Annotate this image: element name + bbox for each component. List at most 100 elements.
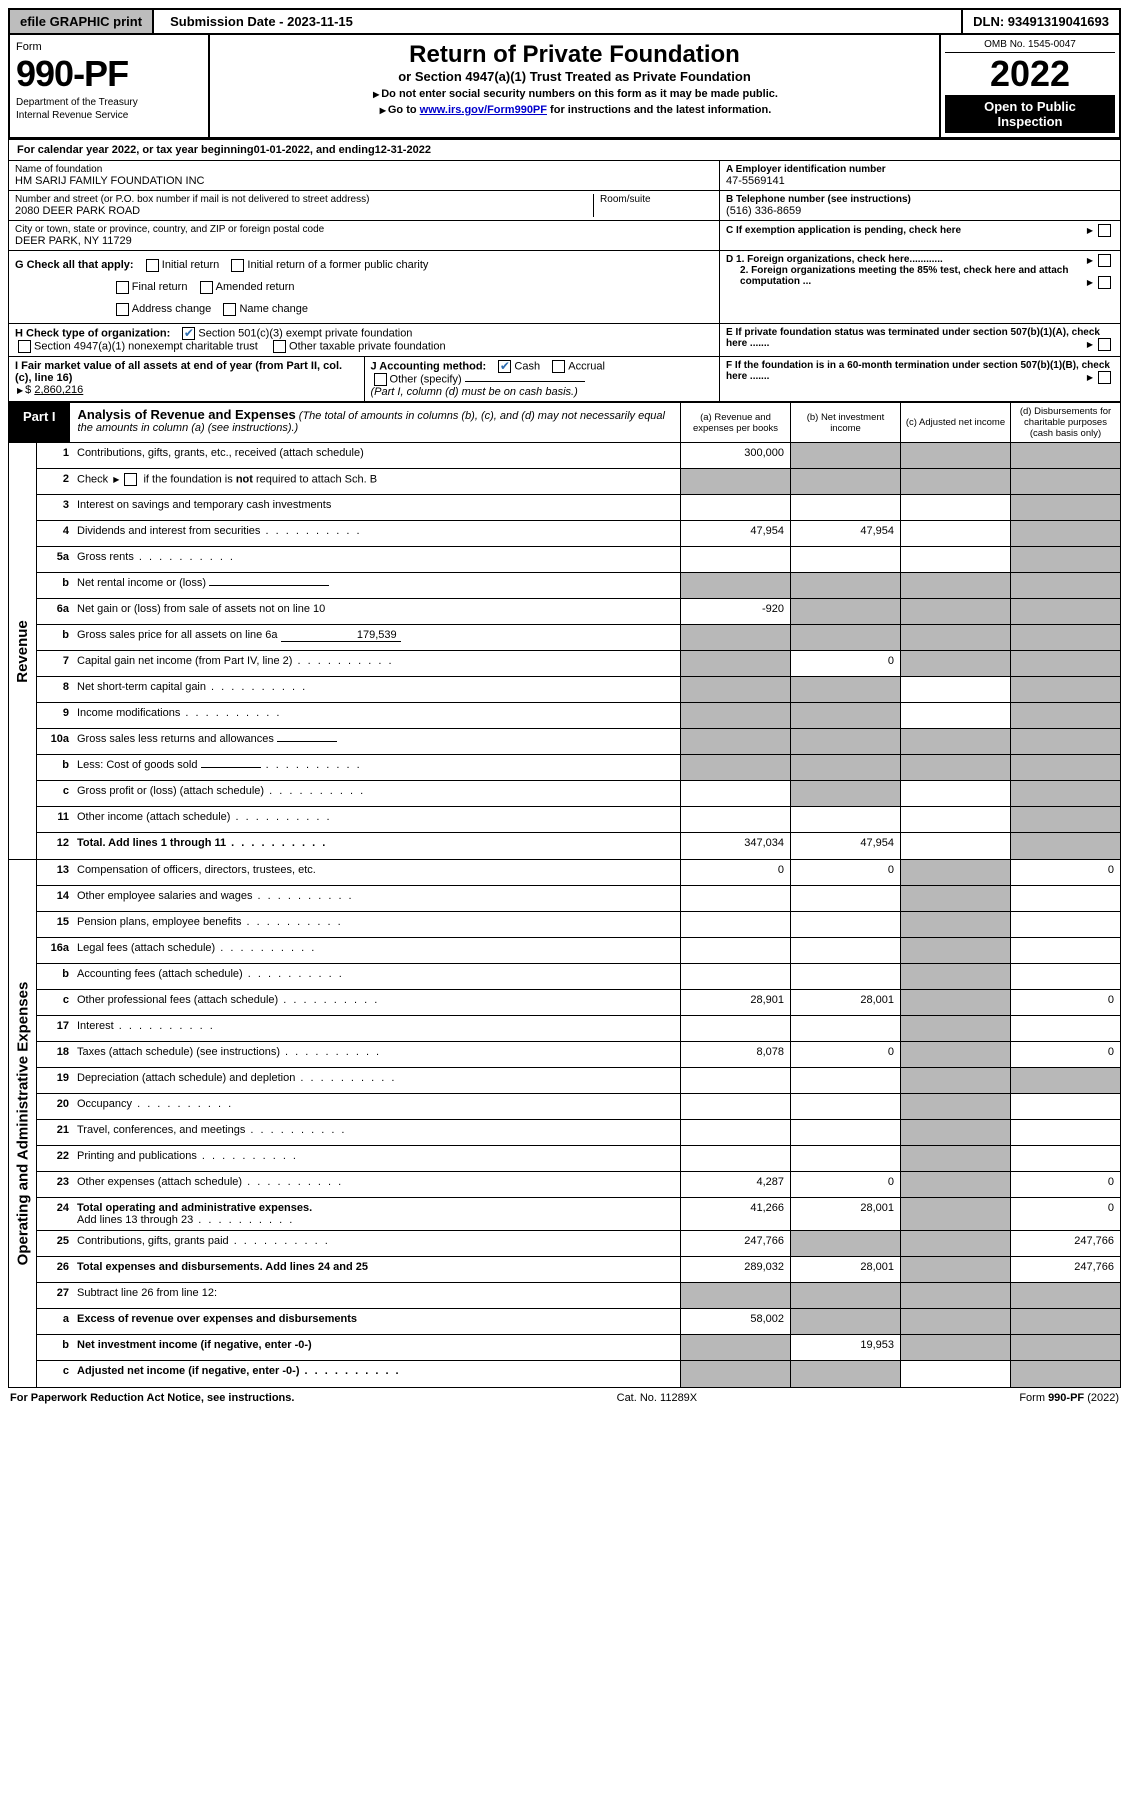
g-label: G Check all that apply: <box>15 259 134 271</box>
line-4: 4Dividends and interest from securities4… <box>37 521 1120 547</box>
part-1-tab: Part I <box>9 403 70 442</box>
g-d-block: G Check all that apply: Initial return I… <box>8 251 1121 324</box>
col-d-header: (d) Disbursements for charitable purpose… <box>1010 403 1120 442</box>
phone-value: (516) 336-8659 <box>726 205 1114 217</box>
irs-link[interactable]: www.irs.gov/Form990PF <box>420 104 547 116</box>
d1-checkbox[interactable] <box>1098 254 1111 267</box>
g-address-change-checkbox[interactable] <box>116 303 129 316</box>
line-16b: bAccounting fees (attach schedule) <box>37 964 1120 990</box>
e-checkbox[interactable] <box>1098 338 1111 351</box>
g-name-change-checkbox[interactable] <box>223 303 236 316</box>
j-other-checkbox[interactable] <box>374 373 387 386</box>
line-5a: 5aGross rents <box>37 547 1120 573</box>
submission-date: Submission Date - 2023-11-15 <box>160 10 955 33</box>
city-label: City or town, state or province, country… <box>15 224 713 235</box>
line-16a: 16aLegal fees (attach schedule) <box>37 938 1120 964</box>
expenses-side-label: Operating and Administrative Expenses <box>9 860 37 1387</box>
h-other-taxable-checkbox[interactable] <box>273 340 286 353</box>
g-initial-return-checkbox[interactable] <box>146 259 159 272</box>
ein-label: A Employer identification number <box>726 164 1114 175</box>
j-cash-checkbox[interactable] <box>498 360 511 373</box>
arrow-icon <box>1085 255 1095 266</box>
d2-checkbox[interactable] <box>1098 276 1111 289</box>
i-label: I Fair market value of all assets at end… <box>15 360 342 384</box>
addr-label: Number and street (or P.O. box number if… <box>15 194 593 205</box>
line-27: 27Subtract line 26 from line 12: <box>37 1283 1120 1309</box>
line-24: 24Total operating and administrative exp… <box>37 1198 1120 1231</box>
name-label: Name of foundation <box>15 164 713 175</box>
form-header: Form 990-PF Department of the Treasury I… <box>8 35 1121 140</box>
line-14: 14Other employee salaries and wages <box>37 886 1120 912</box>
line-27c: cAdjusted net income (if negative, enter… <box>37 1361 1120 1387</box>
omb-number: OMB No. 1545-0047 <box>945 39 1115 53</box>
arrow-icon <box>1085 339 1095 350</box>
tax-year: 2022 <box>945 53 1115 95</box>
line-15: 15Pension plans, employee benefits <box>37 912 1120 938</box>
form-word: Form <box>16 41 202 53</box>
note-1: Do not enter social security numbers on … <box>222 88 927 100</box>
d2-row: 2. Foreign organizations meeting the 85%… <box>726 265 1114 287</box>
header-right: OMB No. 1545-0047 2022 Open to PublicIns… <box>939 35 1119 137</box>
line-11: 11Other income (attach schedule) <box>37 807 1120 833</box>
g-initial-former-checkbox[interactable] <box>231 259 244 272</box>
g-amended-return-checkbox[interactable] <box>200 281 213 294</box>
line-27b: bNet investment income (if negative, ent… <box>37 1335 1120 1361</box>
j-label: J Accounting method: <box>371 360 487 372</box>
e-label: E If private foundation status was termi… <box>726 327 1100 349</box>
form-title: Return of Private Foundation <box>222 41 927 69</box>
line2-checkbox[interactable] <box>124 473 137 486</box>
line-12: 12Total. Add lines 1 through 11347,03447… <box>37 833 1120 859</box>
line-25: 25Contributions, gifts, grants paid247,7… <box>37 1231 1120 1257</box>
ein-value: 47-5569141 <box>726 175 1114 187</box>
j-note: (Part I, column (d) must be on cash basi… <box>371 386 578 398</box>
line-26: 26Total expenses and disbursements. Add … <box>37 1257 1120 1283</box>
arrow-icon <box>1085 372 1095 383</box>
revenue-side-label: Revenue <box>9 443 37 859</box>
col-b-header: (b) Net investment income <box>790 403 900 442</box>
note-2: Go to www.irs.gov/Form990PF for instruct… <box>222 104 927 116</box>
form-number: 990-PF <box>16 53 202 95</box>
line-6b: bGross sales price for all assets on lin… <box>37 625 1120 651</box>
h-501c3-checkbox[interactable] <box>182 327 195 340</box>
phone-label: B Telephone number (see instructions) <box>726 194 1114 205</box>
street-address: 2080 DEER PARK ROAD <box>15 205 593 217</box>
arrow-icon <box>1085 224 1095 236</box>
f-checkbox[interactable] <box>1098 371 1111 384</box>
line-7: 7Capital gain net income (from Part IV, … <box>37 651 1120 677</box>
col-c-header: (c) Adjusted net income <box>900 403 1010 442</box>
line-6a: 6aNet gain or (loss) from sale of assets… <box>37 599 1120 625</box>
foundation-name: HM SARIJ FAMILY FOUNDATION INC <box>15 175 713 187</box>
arrow-icon <box>378 104 388 116</box>
dln: DLN: 93491319041693 <box>961 10 1119 33</box>
header-center: Return of Private Foundation or Section … <box>210 35 939 137</box>
line-10c: cGross profit or (loss) (attach schedule… <box>37 781 1120 807</box>
arrow-icon <box>15 384 25 396</box>
c-checkbox[interactable] <box>1098 224 1111 237</box>
expenses-grid: Operating and Administrative Expenses 13… <box>8 860 1121 1388</box>
part-1-header: Part I Analysis of Revenue and Expenses … <box>8 402 1121 443</box>
line-3: 3Interest on savings and temporary cash … <box>37 495 1120 521</box>
revenue-grid: Revenue 1Contributions, gifts, grants, e… <box>8 443 1121 860</box>
line-1: 1Contributions, gifts, grants, etc., rec… <box>37 443 1120 469</box>
line-22: 22Printing and publications <box>37 1146 1120 1172</box>
h-e-block: H Check type of organization: Section 50… <box>8 324 1121 357</box>
room-label: Room/suite <box>600 194 713 205</box>
header-left: Form 990-PF Department of the Treasury I… <box>10 35 210 137</box>
i-j-f-block: I Fair market value of all assets at end… <box>8 357 1121 402</box>
efile-print-button[interactable]: efile GRAPHIC print <box>10 10 154 33</box>
line-2: 2Check if the foundation is not required… <box>37 469 1120 495</box>
line-13: 13Compensation of officers, directors, t… <box>37 860 1120 886</box>
h-4947-checkbox[interactable] <box>18 340 31 353</box>
line-19: 19Depreciation (attach schedule) and dep… <box>37 1068 1120 1094</box>
line-17: 17Interest <box>37 1016 1120 1042</box>
g-final-return-checkbox[interactable] <box>116 281 129 294</box>
top-bar: efile GRAPHIC print Submission Date - 20… <box>8 8 1121 35</box>
i-value: 2,860,216 <box>34 384 83 396</box>
col-a-header: (a) Revenue and expenses per books <box>680 403 790 442</box>
line-10b: bLess: Cost of goods sold <box>37 755 1120 781</box>
j-accrual-checkbox[interactable] <box>552 360 565 373</box>
id-block: Name of foundation HM SARIJ FAMILY FOUND… <box>8 161 1121 251</box>
line-9: 9Income modifications <box>37 703 1120 729</box>
form-subtitle: or Section 4947(a)(1) Trust Treated as P… <box>222 69 927 84</box>
line-21: 21Travel, conferences, and meetings <box>37 1120 1120 1146</box>
